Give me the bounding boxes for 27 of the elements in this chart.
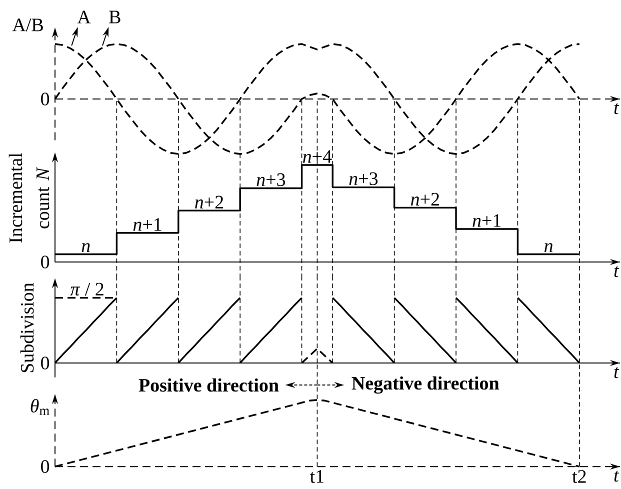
annotation: n+3	[349, 172, 378, 186]
annotation: n+2	[410, 192, 439, 206]
y-axis-title: θ$_{m}$	[30, 399, 50, 415]
annotation: n+2	[195, 196, 224, 208]
annotation: n+3	[256, 173, 286, 186]
ref-line-label: 0	[41, 256, 50, 268]
ref-line-label: 0	[41, 92, 50, 106]
x-axis-title: t	[614, 367, 620, 378]
annotation: n+1	[472, 214, 501, 227]
annotation: π / 2	[70, 282, 104, 296]
x-axis-title: t	[614, 266, 620, 278]
annotation: n	[544, 243, 553, 252]
x-tick-label: t1	[310, 470, 324, 483]
y-axis-title: Subdivision	[20, 282, 34, 372]
text: Negative direction	[352, 376, 500, 394]
annotation: n+4	[303, 150, 332, 163]
text: Positive direction	[138, 378, 279, 392]
x-axis-title: t	[614, 103, 620, 114]
y-axis-title: A/B	[12, 18, 43, 32]
ref-line-label: 0	[41, 460, 50, 473]
series-label: A	[77, 10, 91, 24]
ref-line-label: 0	[41, 356, 50, 370]
series-label: B	[109, 10, 120, 24]
annotation: n	[82, 243, 90, 252]
x-axis-title: t	[614, 470, 620, 482]
x-tick-label: t2	[572, 470, 586, 483]
annotation: n+1	[133, 218, 162, 231]
